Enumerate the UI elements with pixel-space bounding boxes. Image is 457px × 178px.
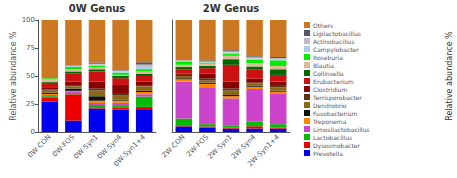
svg-text:0W-Syn1+4: 0W-Syn1+4 xyxy=(112,133,147,168)
svg-text:0W-FOS: 0W-FOS xyxy=(51,133,77,159)
svg-text:2W-CON: 2W-CON xyxy=(160,133,186,159)
svg-text:Prevotella: Prevotella xyxy=(313,150,343,157)
svg-text:Limosilactobacillus: Limosilactobacillus xyxy=(313,126,370,133)
svg-text:Actinobacillus: Actinobacillus xyxy=(313,38,355,45)
svg-text:Ligilactobacillus: Ligilactobacillus xyxy=(313,30,361,38)
svg-text:Terrisporobacter: Terrisporobacter xyxy=(312,94,362,102)
svg-text:Dysosmobacter: Dysosmobacter xyxy=(313,142,360,150)
svg-text:Roseburia: Roseburia xyxy=(313,54,343,61)
svg-text:25: 25 xyxy=(26,100,35,108)
svg-text:Relative abundance %: Relative abundance % xyxy=(445,31,454,121)
svg-text:Lactobacillus: Lactobacillus xyxy=(313,134,352,141)
svg-text:0W Genus: 0W Genus xyxy=(69,3,126,14)
svg-text:Blautia: Blautia xyxy=(313,62,334,69)
svg-text:2W-FOS: 2W-FOS xyxy=(185,133,211,159)
svg-text:2W-Syn1+4: 2W-Syn1+4 xyxy=(246,133,281,168)
svg-text:2W-Syn4: 2W-Syn4 xyxy=(229,133,258,161)
svg-text:100: 100 xyxy=(22,16,35,24)
svg-text:Erubacterium: Erubacterium xyxy=(313,78,354,85)
svg-text:Collinsella: Collinsella xyxy=(313,70,344,77)
svg-text:0: 0 xyxy=(31,128,35,136)
svg-text:Clostridium: Clostridium xyxy=(313,86,347,93)
svg-text:50: 50 xyxy=(26,72,35,80)
svg-text:Others: Others xyxy=(313,22,333,29)
svg-text:0W-Syn1: 0W-Syn1 xyxy=(72,133,100,161)
svg-text:Dendrobrio: Dendrobrio xyxy=(313,102,347,109)
svg-text:Relative abundance %: Relative abundance % xyxy=(9,31,18,121)
svg-text:0W-Syn4: 0W-Syn4 xyxy=(95,133,124,161)
svg-text:2W Genus: 2W Genus xyxy=(203,3,260,14)
svg-text:Fusobacterium: Fusobacterium xyxy=(313,110,357,117)
svg-text:Campylobacter: Campylobacter xyxy=(313,46,359,54)
svg-text:Treponema: Treponema xyxy=(312,118,347,126)
svg-text:0W-CON: 0W-CON xyxy=(26,133,52,159)
svg-text:2W-Syn1: 2W-Syn1 xyxy=(206,133,234,161)
svg-text:75: 75 xyxy=(26,44,35,52)
